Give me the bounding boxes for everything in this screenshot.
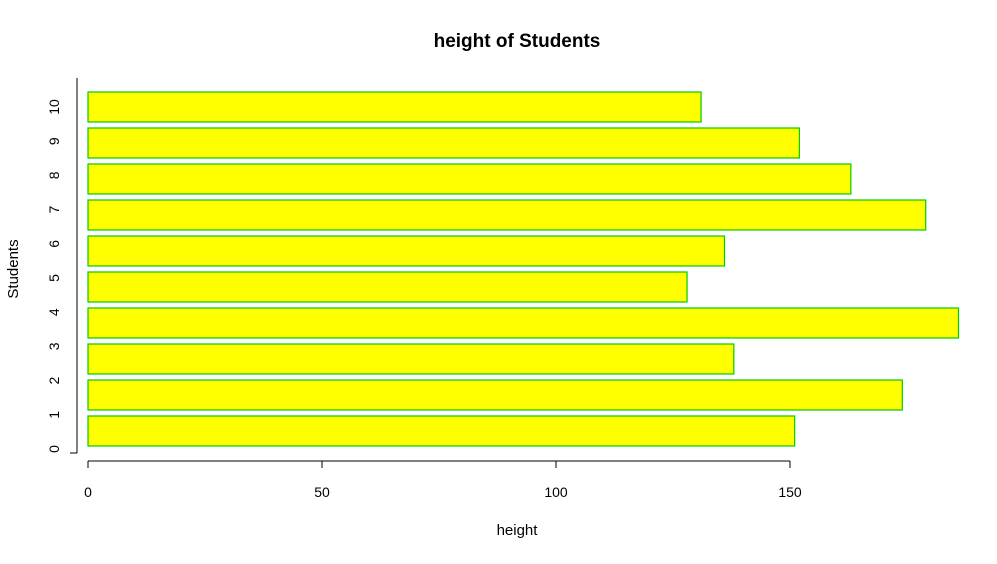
x-tick-label: 0 [84,484,92,500]
y-axis-label: Students [5,239,22,298]
x-axis: 0 50 100 150 [84,460,802,500]
bar-5 [87,271,688,303]
bar-1 [87,415,796,447]
bar-9 [87,127,800,159]
bar-4 [87,307,960,339]
x-axis-label: height [497,522,539,539]
x-tick-label: 50 [314,484,330,500]
y-tick-label: 10 [46,99,62,115]
x-tick-label: 150 [778,484,802,500]
y-tick-label: 3 [46,342,62,350]
y-tick-label: 2 [46,376,62,384]
y-tick-label: 7 [46,205,62,213]
y-tick-label: 4 [46,308,62,316]
y-tick-label: 0 [46,445,62,453]
bar-3 [87,343,735,375]
x-tick-label: 100 [544,484,568,500]
bars-layer [87,91,960,447]
bar-2 [87,379,903,411]
y-tick-label: 5 [46,274,62,282]
y-tick-label: 1 [46,411,62,419]
bar-10 [87,91,702,123]
y-tick-label: 9 [46,137,62,145]
y-tick-label: 8 [46,171,62,179]
bar-6 [87,235,726,267]
chart-title: height of Students [434,31,601,52]
y-axis: 0 1 2 3 4 5 6 7 8 9 10 [46,78,78,454]
y-tick-label: 6 [46,240,62,248]
bar-7 [87,199,927,231]
bar-8 [87,163,852,195]
